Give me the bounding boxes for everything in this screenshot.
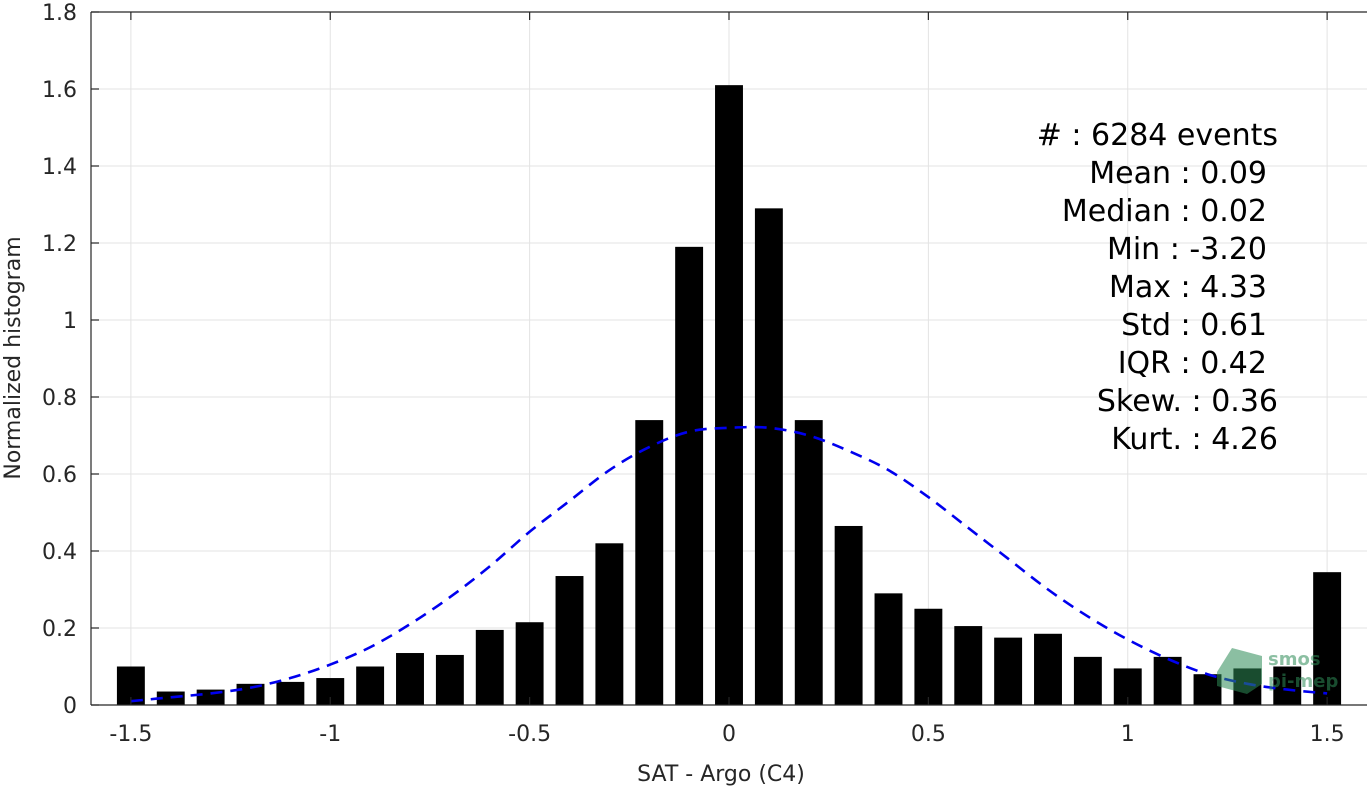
histogram-bar bbox=[914, 608, 943, 705]
x-tick-label: 1.5 bbox=[1310, 722, 1345, 747]
histogram-bar bbox=[595, 543, 624, 705]
histogram-bar bbox=[635, 420, 664, 705]
histogram-bar bbox=[675, 246, 704, 705]
histogram-bar bbox=[1153, 656, 1182, 705]
histogram-bar bbox=[754, 208, 783, 705]
stat-line: Max : 4.33 bbox=[1109, 270, 1267, 305]
smos-pimep-logo: smos pi-mep bbox=[1217, 648, 1338, 694]
histogram-bars bbox=[116, 85, 1342, 705]
x-tick-label: -1 bbox=[319, 722, 341, 747]
histogram-bar bbox=[156, 691, 185, 705]
histogram-bar bbox=[715, 85, 743, 705]
stat-line: Std : 0.61 bbox=[1121, 308, 1267, 343]
y-tick-label: 0.8 bbox=[42, 386, 77, 411]
histogram-bar bbox=[396, 653, 424, 705]
y-tick-label: 1.8 bbox=[42, 1, 77, 26]
histogram-bar bbox=[1073, 656, 1102, 705]
y-tick-label: 1.6 bbox=[42, 78, 77, 103]
histogram-bar bbox=[1034, 633, 1062, 705]
histogram-bar bbox=[874, 593, 903, 705]
y-tick-label: 1.2 bbox=[42, 232, 77, 257]
histogram-bar bbox=[954, 626, 983, 705]
stat-line: Kurt. : 4.26 bbox=[1111, 422, 1278, 457]
histogram-bar bbox=[1313, 572, 1342, 705]
histogram-bar bbox=[1273, 666, 1302, 705]
normal-fit-curve bbox=[130, 425, 1328, 703]
x-tick-label: -0.5 bbox=[508, 722, 551, 747]
y-tick-label: 0.4 bbox=[42, 540, 77, 565]
histogram-bar bbox=[834, 525, 863, 705]
stat-line: Min : -3.20 bbox=[1107, 232, 1267, 267]
logo-text-line1: smos bbox=[1268, 649, 1321, 670]
x-axis-ticks: -1.5 -1 -0.5 0 0.5 1 1.5 bbox=[109, 12, 1345, 747]
x-tick-label: -1.5 bbox=[109, 722, 152, 747]
y-tick-label: 0 bbox=[63, 694, 77, 719]
logo-cube-icon bbox=[1217, 648, 1262, 694]
histogram-bar bbox=[435, 654, 464, 705]
y-axis-label: Normalized histogram bbox=[1, 236, 26, 479]
stat-line: IQR : 0.42 bbox=[1118, 346, 1267, 381]
y-tick-label: 0.6 bbox=[42, 463, 77, 488]
histogram-bar bbox=[515, 622, 544, 705]
histogram-bar bbox=[276, 681, 305, 705]
stat-line: Mean : 0.09 bbox=[1089, 156, 1267, 191]
histogram-bar bbox=[1193, 674, 1222, 705]
histogram-bar bbox=[555, 576, 584, 705]
logo-text-line2: pi-mep bbox=[1268, 671, 1338, 692]
x-tick-label: 1 bbox=[1121, 722, 1135, 747]
histogram-bar bbox=[475, 629, 504, 705]
x-axis-label: SAT - Argo (C4) bbox=[637, 762, 805, 787]
x-tick-label: 0 bbox=[722, 722, 736, 747]
histogram-bar bbox=[794, 420, 823, 705]
histogram-bar bbox=[356, 666, 385, 705]
histogram-bar bbox=[236, 683, 265, 705]
x-tick-label: 0.5 bbox=[911, 722, 946, 747]
y-tick-label: 1.4 bbox=[42, 155, 77, 180]
y-axis-ticks: 0 0.2 0.4 0.6 0.8 1 1.2 1.4 1.6 1.8 bbox=[42, 1, 99, 719]
y-tick-label: 0.2 bbox=[42, 617, 77, 642]
stat-line: Median : 0.02 bbox=[1062, 194, 1267, 229]
y-tick-label: 1 bbox=[63, 309, 77, 334]
stat-line: Skew. : 0.36 bbox=[1097, 384, 1278, 419]
histogram-bar bbox=[994, 637, 1023, 705]
stat-line: # : 6284 events bbox=[1037, 118, 1278, 153]
